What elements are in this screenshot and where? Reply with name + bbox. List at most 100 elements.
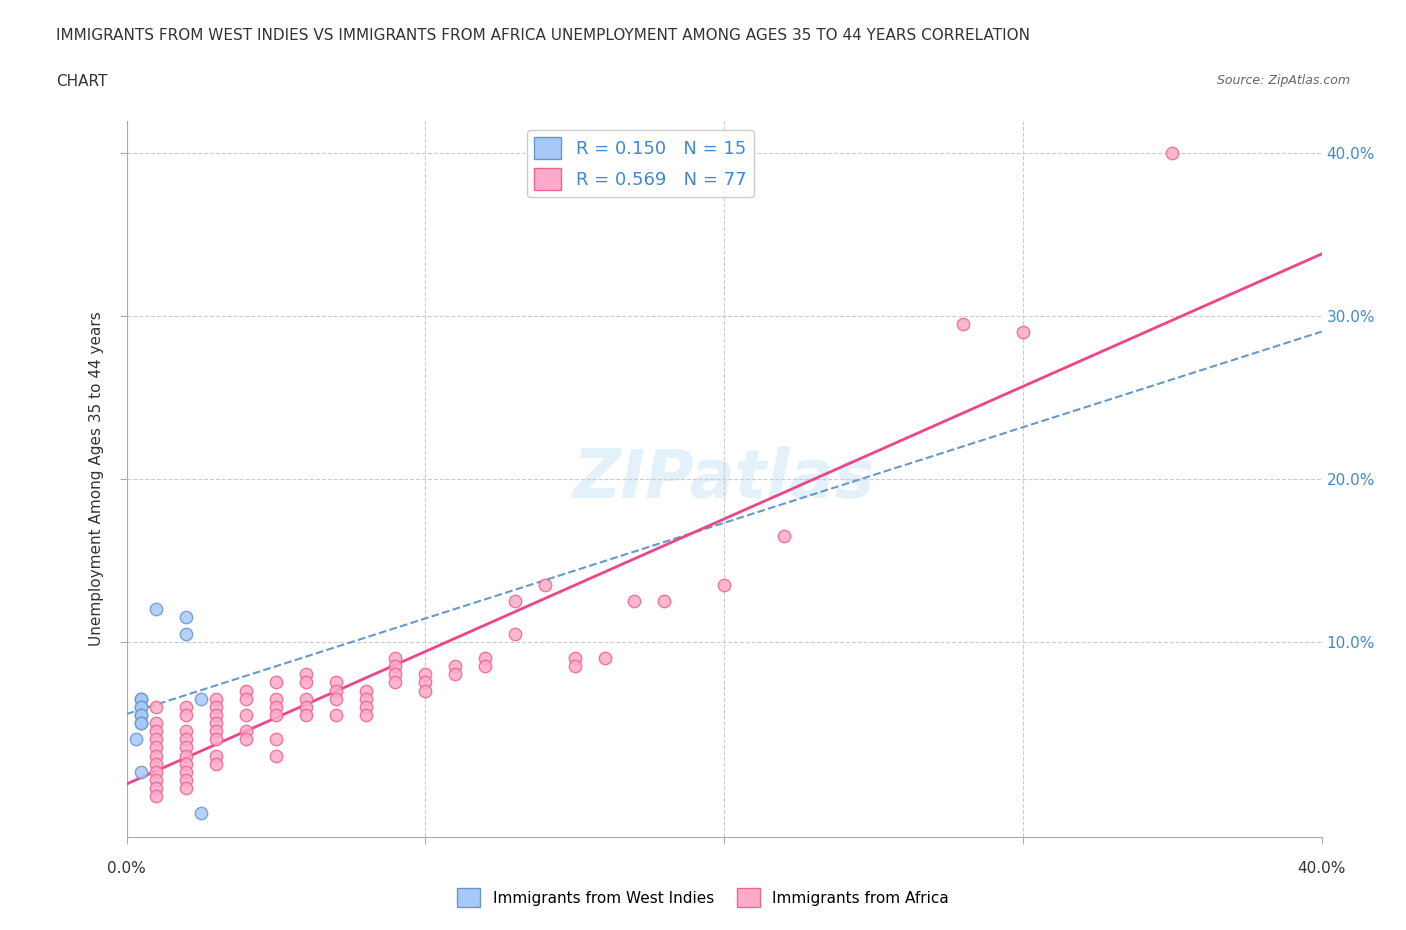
Point (564, 651, 586, 666)
Point (294, 675, 316, 690)
Point (145, 740, 167, 755)
Point (294, 691, 316, 706)
Text: IMMIGRANTS FROM WEST INDIES VS IMMIGRANTS FROM AFRICA UNEMPLOYMENT AMONG AGES 35: IMMIGRANTS FROM WEST INDIES VS IMMIGRANT… (56, 28, 1031, 43)
Point (174, 699, 197, 714)
Text: CHART: CHART (56, 74, 108, 89)
Point (205, 724, 228, 738)
Point (1011, 326, 1033, 340)
Point (235, 708, 257, 723)
Point (474, 658, 496, 673)
Point (131, 708, 153, 723)
Point (145, 602, 167, 617)
Point (384, 651, 406, 666)
Point (325, 683, 347, 698)
Point (264, 675, 287, 690)
Point (503, 593, 526, 608)
Point (174, 610, 197, 625)
Point (325, 691, 347, 706)
Point (205, 748, 228, 763)
Text: Source: ZipAtlas.com: Source: ZipAtlas.com (1216, 74, 1350, 87)
Point (773, 528, 796, 543)
Point (652, 593, 675, 608)
Point (623, 593, 645, 608)
Point (174, 748, 197, 763)
Point (952, 317, 974, 332)
Text: 0.0%: 0.0% (107, 861, 146, 876)
Point (145, 724, 167, 738)
Point (145, 789, 167, 804)
Point (294, 667, 316, 682)
Point (564, 658, 586, 673)
Point (174, 732, 197, 747)
Point (174, 756, 197, 771)
Point (415, 667, 437, 682)
Point (235, 683, 257, 698)
Point (354, 691, 377, 706)
Point (131, 764, 153, 779)
Point (354, 699, 377, 714)
Point (174, 724, 197, 738)
Y-axis label: Unemployment Among Ages 35 to 44 years: Unemployment Among Ages 35 to 44 years (89, 312, 104, 646)
Text: ZIPatlas: ZIPatlas (574, 446, 875, 512)
Point (235, 724, 257, 738)
Point (131, 699, 153, 714)
Point (205, 716, 228, 731)
Point (145, 773, 167, 788)
Point (325, 675, 347, 690)
Point (131, 691, 153, 706)
Point (264, 732, 287, 747)
Point (131, 716, 153, 731)
Point (190, 805, 212, 820)
Point (145, 764, 167, 779)
Legend: Immigrants from West Indies, Immigrants from Africa: Immigrants from West Indies, Immigrants … (451, 883, 955, 913)
Point (131, 699, 153, 714)
Point (145, 716, 167, 731)
Point (145, 781, 167, 796)
Point (294, 699, 316, 714)
Point (384, 658, 406, 673)
Point (205, 708, 228, 723)
Point (145, 699, 167, 714)
Point (190, 691, 212, 706)
Point (174, 764, 197, 779)
Point (235, 691, 257, 706)
Point (174, 740, 197, 755)
Point (145, 732, 167, 747)
Point (474, 651, 496, 666)
Point (124, 732, 146, 747)
Point (444, 667, 467, 682)
Point (264, 708, 287, 723)
Point (354, 708, 377, 723)
Point (444, 658, 467, 673)
Point (354, 683, 377, 698)
Point (294, 708, 316, 723)
Text: 40.0%: 40.0% (1298, 861, 1346, 876)
Point (1161, 146, 1184, 161)
Point (174, 708, 197, 723)
Point (534, 578, 557, 592)
Point (593, 651, 616, 666)
Point (415, 683, 437, 698)
Point (205, 699, 228, 714)
Point (325, 708, 347, 723)
Point (145, 748, 167, 763)
Point (131, 708, 153, 723)
Point (131, 691, 153, 706)
Point (174, 773, 197, 788)
Point (264, 691, 287, 706)
Point (264, 748, 287, 763)
Point (415, 675, 437, 690)
Point (384, 675, 406, 690)
Point (205, 691, 228, 706)
Point (503, 626, 526, 641)
Point (145, 756, 167, 771)
Point (205, 756, 228, 771)
Point (264, 699, 287, 714)
Point (174, 781, 197, 796)
Point (713, 578, 735, 592)
Legend: R = 0.150   N = 15, R = 0.569   N = 77: R = 0.150 N = 15, R = 0.569 N = 77 (527, 130, 754, 197)
Point (131, 716, 153, 731)
Point (384, 667, 406, 682)
Point (174, 626, 197, 641)
Point (235, 732, 257, 747)
